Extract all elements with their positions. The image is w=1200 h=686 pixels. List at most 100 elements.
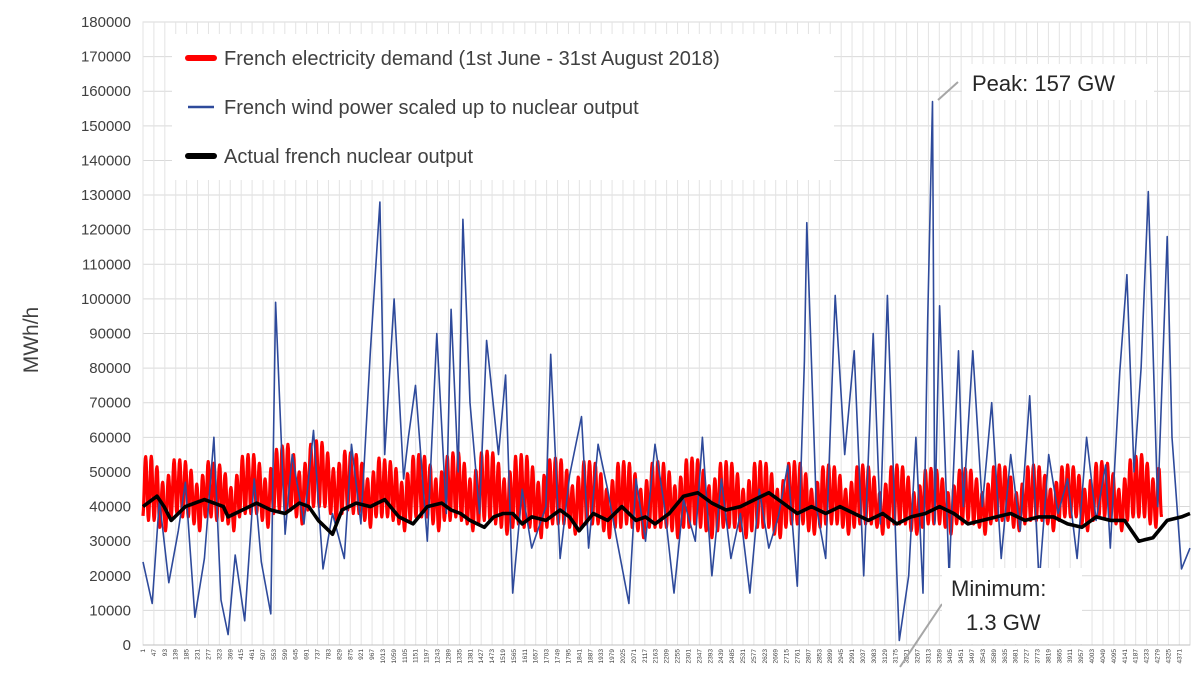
x-tick-label: 2255 <box>675 649 682 664</box>
x-tick-label: 1565 <box>511 649 518 664</box>
x-tick-label: 2623 <box>762 649 769 664</box>
x-tick-label: 2715 <box>784 649 791 664</box>
x-tick-label: 3911 <box>1067 649 1074 663</box>
x-tick-label: 47 <box>151 649 158 657</box>
x-tick-label: 2071 <box>631 649 638 664</box>
legend: French electricity demand (1st June - 31… <box>172 34 834 180</box>
y-tick-label: 30000 <box>89 533 131 550</box>
y-tick-label: 80000 <box>89 360 131 377</box>
y-tick-label: 140000 <box>81 152 131 169</box>
x-tick-label: 93 <box>162 649 169 657</box>
x-tick-label: 3819 <box>1045 649 1052 664</box>
y-axis-label: MWh/h <box>20 307 43 374</box>
x-tick-label: 323 <box>216 649 223 660</box>
x-tick-label: 1933 <box>598 649 605 664</box>
x-tick-label: 599 <box>282 649 289 660</box>
y-tick-label: 160000 <box>81 83 131 100</box>
x-tick-label: 4141 <box>1122 649 1129 664</box>
y-tick-label: 130000 <box>81 187 131 204</box>
y-tick-label: 180000 <box>81 14 131 31</box>
x-tick-label: 1519 <box>500 649 507 664</box>
y-tick-label: 60000 <box>89 429 131 446</box>
x-tick-label: 2485 <box>729 649 736 664</box>
legend-label-demand: French electricity demand (1st June - 31… <box>224 48 720 70</box>
x-tick-label: 1 <box>140 649 147 653</box>
x-tick-label: 4279 <box>1155 649 1162 664</box>
minimum-callout-box <box>942 568 1082 644</box>
x-tick-label: 783 <box>325 649 332 660</box>
y-tick-label: 50000 <box>89 464 131 481</box>
x-tick-label: 3773 <box>1035 649 1042 664</box>
legend-label-wind: French wind power scaled up to nuclear o… <box>224 97 639 119</box>
x-tick-label: 369 <box>227 649 234 660</box>
x-axis: 1 47 93 139 185 231 277 323 369 415 461 507 553 599 64… <box>140 644 1190 664</box>
x-tick-label: 1887 <box>587 649 594 664</box>
x-tick-label: 2117 <box>642 649 649 663</box>
peak-callout: Peak: 157 GW <box>937 64 1154 101</box>
x-tick-label: 2393 <box>707 649 714 664</box>
x-tick-label: 2209 <box>664 649 671 664</box>
legend-label-nuclear: Actual french nuclear output <box>224 146 473 168</box>
x-tick-label: 1243 <box>435 649 442 664</box>
series-line-demand <box>141 439 1164 540</box>
x-tick-label: 1381 <box>467 649 474 664</box>
y-tick-label: 150000 <box>81 118 131 135</box>
x-tick-label: 3681 <box>1013 649 1020 664</box>
peak-callout-box <box>962 64 1154 100</box>
x-tick-label: 3175 <box>893 649 900 664</box>
x-tick-label: 2577 <box>751 649 758 664</box>
series-layer <box>141 100 1191 642</box>
x-tick-label: 1657 <box>533 649 540 664</box>
minimum-callout: Minimum: 1.3 GW <box>899 568 1082 668</box>
x-tick-label: 139 <box>173 649 180 660</box>
x-tick-label: 3129 <box>882 649 889 664</box>
x-tick-label: 1289 <box>445 649 452 664</box>
x-tick-label: 1749 <box>555 649 562 664</box>
x-tick-label: 3635 <box>1002 649 1009 664</box>
x-tick-label: 1151 <box>413 649 420 663</box>
y-tick-label: 90000 <box>89 326 131 343</box>
x-tick-label: 2991 <box>849 649 856 664</box>
minimum-callout-text: Minimum: <box>951 576 1046 601</box>
x-tick-label: 2669 <box>773 649 780 664</box>
y-tick-label: 170000 <box>81 49 131 66</box>
x-tick-label: 737 <box>315 649 322 660</box>
x-tick-label: 185 <box>184 649 191 660</box>
series-line-nuclear <box>141 490 1191 543</box>
x-tick-label: 3497 <box>969 649 976 664</box>
minimum-callout-value: 1.3 GW <box>966 610 1041 635</box>
x-tick-label: 4003 <box>1089 649 1096 664</box>
x-tick-label: 4233 <box>1144 649 1151 664</box>
x-tick-label: 2301 <box>685 649 692 664</box>
x-tick-label: 967 <box>369 649 376 660</box>
x-tick-label: 2163 <box>653 649 660 664</box>
x-tick-label: 461 <box>249 649 256 660</box>
peak-leader-line <box>937 81 959 101</box>
x-tick-label: 875 <box>347 649 354 660</box>
y-tick-label: 0 <box>123 637 131 654</box>
x-tick-label: 4187 <box>1133 649 1140 664</box>
x-tick-label: 3405 <box>947 649 954 664</box>
x-tick-label: 3957 <box>1078 649 1085 664</box>
x-tick-label: 2531 <box>740 649 747 664</box>
x-tick-label: 2347 <box>696 649 703 664</box>
x-tick-label: 4049 <box>1100 649 1107 664</box>
x-tick-label: 4325 <box>1165 649 1172 664</box>
x-tick-label: 1795 <box>565 649 572 664</box>
x-tick-label: 277 <box>205 649 212 660</box>
x-tick-label: 1105 <box>402 649 409 663</box>
x-tick-label: 1059 <box>391 649 398 664</box>
x-tick-label: 2899 <box>827 649 834 664</box>
legend-box <box>172 34 834 180</box>
x-tick-label: 1979 <box>609 649 616 664</box>
x-tick-label: 3451 <box>958 649 965 664</box>
x-tick-label: 3359 <box>936 649 943 664</box>
x-tick-label: 2439 <box>718 649 725 664</box>
y-tick-label: 20000 <box>89 568 131 585</box>
x-tick-label: 1427 <box>478 649 485 664</box>
x-tick-label: 2853 <box>816 649 823 664</box>
x-tick-label: 1703 <box>544 649 551 664</box>
x-tick-label: 645 <box>293 649 300 660</box>
x-tick-label: 3865 <box>1056 649 1063 664</box>
